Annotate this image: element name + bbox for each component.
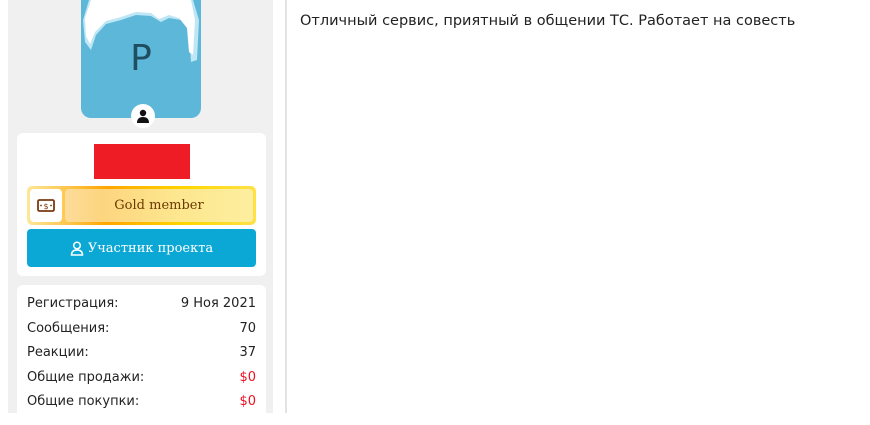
stat-value: 70 xyxy=(239,320,256,336)
gold-member-banner: $ Gold member xyxy=(27,186,256,225)
role-label: Участник проекта xyxy=(87,240,214,256)
redacted-username xyxy=(94,144,190,179)
stat-row: Сообщения: 70 xyxy=(27,319,256,344)
stat-label: Сообщения: xyxy=(27,320,110,336)
stat-label: Общие продажи: xyxy=(27,369,145,385)
message-body: Отличный сервис, приятный в общении ТС. … xyxy=(300,13,796,29)
avatar-letter: P xyxy=(130,38,152,79)
stat-value: 9 Ноя 2021 xyxy=(180,296,256,311)
stat-row: Регистрация: 9 Ноя 2021 xyxy=(27,294,256,319)
role-badge[interactable]: Участник проекта xyxy=(27,229,256,267)
stat-label: Реакции: xyxy=(27,345,89,360)
stat-value: 37 xyxy=(239,345,256,360)
gold-member-label: Gold member xyxy=(65,189,253,222)
stat-row: Реакции: 37 xyxy=(27,343,256,368)
user-info-card: $ Gold member Участник проекта xyxy=(17,133,266,276)
svg-text:$: $ xyxy=(43,202,48,211)
snow-decoration-icon xyxy=(83,0,199,62)
user-status-icon xyxy=(131,104,155,128)
avatar[interactable]: P xyxy=(81,0,201,118)
divider xyxy=(285,0,287,413)
stat-row: Общие покупки: $0 xyxy=(27,392,256,417)
stat-label: Общие покупки: xyxy=(27,394,140,409)
stat-value: $0 xyxy=(239,394,256,409)
stat-value: $0 xyxy=(239,369,256,385)
user-icon xyxy=(70,240,84,256)
money-icon: $ xyxy=(30,189,62,222)
user-stats-card: Регистрация: 9 Ноя 2021 Сообщения: 70 Реак… xyxy=(17,285,266,425)
stat-label: Регистрация: xyxy=(27,296,119,311)
stat-row: Общие продажи: $0 xyxy=(27,368,256,393)
